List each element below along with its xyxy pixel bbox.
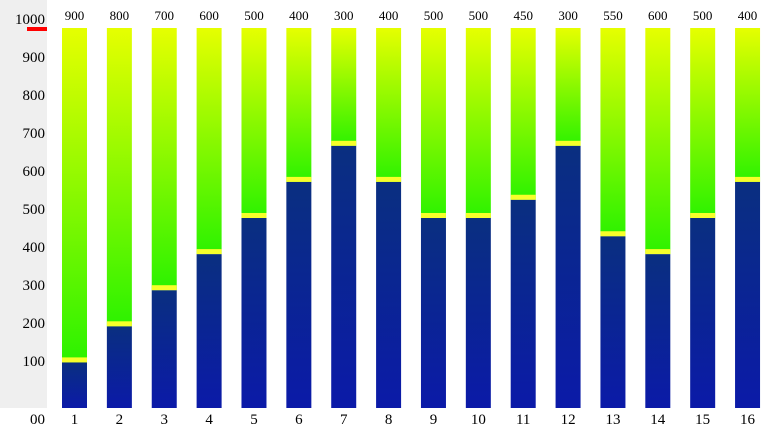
- x-category-label: 2: [116, 412, 124, 428]
- x-category-label: 3: [160, 412, 168, 428]
- x-category-label: 9: [430, 412, 438, 428]
- bar-level-line: [151, 285, 177, 291]
- bar-top-label: 450: [513, 8, 533, 23]
- x-category-label: 10: [471, 412, 486, 428]
- x-category-label: 6: [295, 412, 303, 428]
- bar-level-line: [196, 249, 222, 255]
- bar-remaining: [555, 28, 581, 146]
- x-category-label: 14: [650, 412, 666, 428]
- y-tick-label: 600: [23, 164, 46, 180]
- bar-filled: [376, 181, 402, 408]
- y-tick-label: 900: [23, 50, 46, 66]
- y-tick-label: 00: [30, 412, 45, 428]
- bar-top-label: 500: [469, 8, 489, 23]
- bar-top-label: 400: [379, 8, 399, 23]
- x-category-label: 16: [740, 412, 756, 428]
- bar-remaining: [331, 28, 357, 146]
- x-category-label: 11: [516, 412, 530, 428]
- bar-filled: [645, 254, 671, 408]
- x-category-label: 13: [605, 412, 620, 428]
- bar-remaining: [62, 28, 87, 363]
- bar-top-label: 600: [648, 8, 668, 23]
- x-category-label: 1: [71, 412, 79, 428]
- x-category-label: 8: [385, 412, 393, 428]
- bar-remaining: [376, 28, 402, 182]
- bar-filled: [690, 218, 716, 408]
- bar-level-line: [735, 176, 761, 182]
- bar-filled: [62, 362, 87, 408]
- bar-top-label: 550: [603, 8, 623, 23]
- bar-level-line: [420, 213, 446, 218]
- bar-filled: [286, 181, 312, 408]
- bar-filled: [735, 181, 761, 408]
- bar-level-line: [241, 213, 267, 218]
- y-tick-label: 1000: [15, 12, 45, 28]
- x-category-label: 5: [250, 412, 258, 428]
- bar-top-label: 300: [558, 8, 578, 23]
- bar-filled: [241, 218, 267, 408]
- y-tick-label: 400: [23, 240, 46, 256]
- bar-level-line: [645, 249, 671, 255]
- y-tick-label: 500: [23, 202, 46, 218]
- bar-remaining: [286, 28, 312, 182]
- bar-level-line: [331, 140, 357, 146]
- bar-top-label: 500: [424, 8, 444, 23]
- x-category-label: 4: [205, 412, 213, 428]
- bar-level-line: [286, 176, 312, 182]
- top-labels-group: 900 800 700 600 500 400 300 400 500 500 450 300 550 6…: [65, 8, 758, 23]
- bar-top-label: 500: [244, 8, 264, 23]
- bar-filled: [420, 218, 446, 408]
- y-axis-ticks: 100 200 300 400 500 600 700 800 900 1000 00: [15, 12, 45, 428]
- bar-top-label: 600: [199, 8, 219, 23]
- x-category-label: 15: [695, 412, 710, 428]
- y-tick-label: 200: [23, 316, 46, 332]
- bar-top-label: 400: [738, 8, 758, 23]
- bar-top-label: 500: [693, 8, 713, 23]
- bar-remaining: [106, 28, 132, 327]
- category-labels-group: 1 2 3 4 5 6 7 8 9 10 11 12 13 14 15 16: [71, 412, 756, 428]
- bar-remaining: [196, 28, 222, 255]
- bar-top-label: 700: [154, 8, 174, 23]
- x-category-label: 12: [561, 412, 576, 428]
- y-tick-label: 300: [23, 278, 46, 294]
- bar-remaining: [420, 28, 446, 218]
- bar-filled: [196, 254, 222, 408]
- bar-remaining: [645, 28, 671, 255]
- bar-level-line: [600, 231, 626, 237]
- bar-top-label: 900: [65, 8, 85, 23]
- bar-filled: [151, 290, 177, 408]
- bar-remaining: [241, 28, 267, 218]
- bar-level-line: [106, 321, 132, 327]
- y-tick-label: 800: [23, 88, 46, 104]
- bar-remaining: [690, 28, 716, 218]
- bar-remaining: [510, 28, 536, 200]
- bar-remaining: [600, 28, 626, 237]
- y-tick-label: 700: [23, 126, 46, 142]
- y-axis-panel: [0, 0, 47, 408]
- bar-top-label: 800: [110, 8, 130, 23]
- bar-filled: [331, 145, 357, 409]
- max-marker: [27, 27, 47, 31]
- bar-remaining: [465, 28, 491, 218]
- bar-filled: [106, 326, 132, 408]
- bar-level-line: [510, 194, 536, 200]
- y-tick-label: 100: [23, 354, 46, 370]
- bar-level-line: [62, 357, 87, 363]
- bar-remaining: [735, 28, 761, 182]
- bar-remaining: [151, 28, 177, 291]
- bar-filled: [555, 145, 581, 409]
- bar-top-label: 400: [289, 8, 309, 23]
- bar-top-label: 300: [334, 8, 354, 23]
- bar-level-line: [465, 213, 491, 218]
- bar-level-line: [690, 213, 716, 218]
- bars-group: [62, 28, 761, 409]
- x-category-label: 7: [340, 412, 348, 428]
- bar-filled: [510, 199, 536, 408]
- bar-level-line: [555, 140, 581, 146]
- bar-level-line: [376, 176, 402, 182]
- bar-filled: [600, 236, 626, 408]
- bar-filled: [465, 218, 491, 408]
